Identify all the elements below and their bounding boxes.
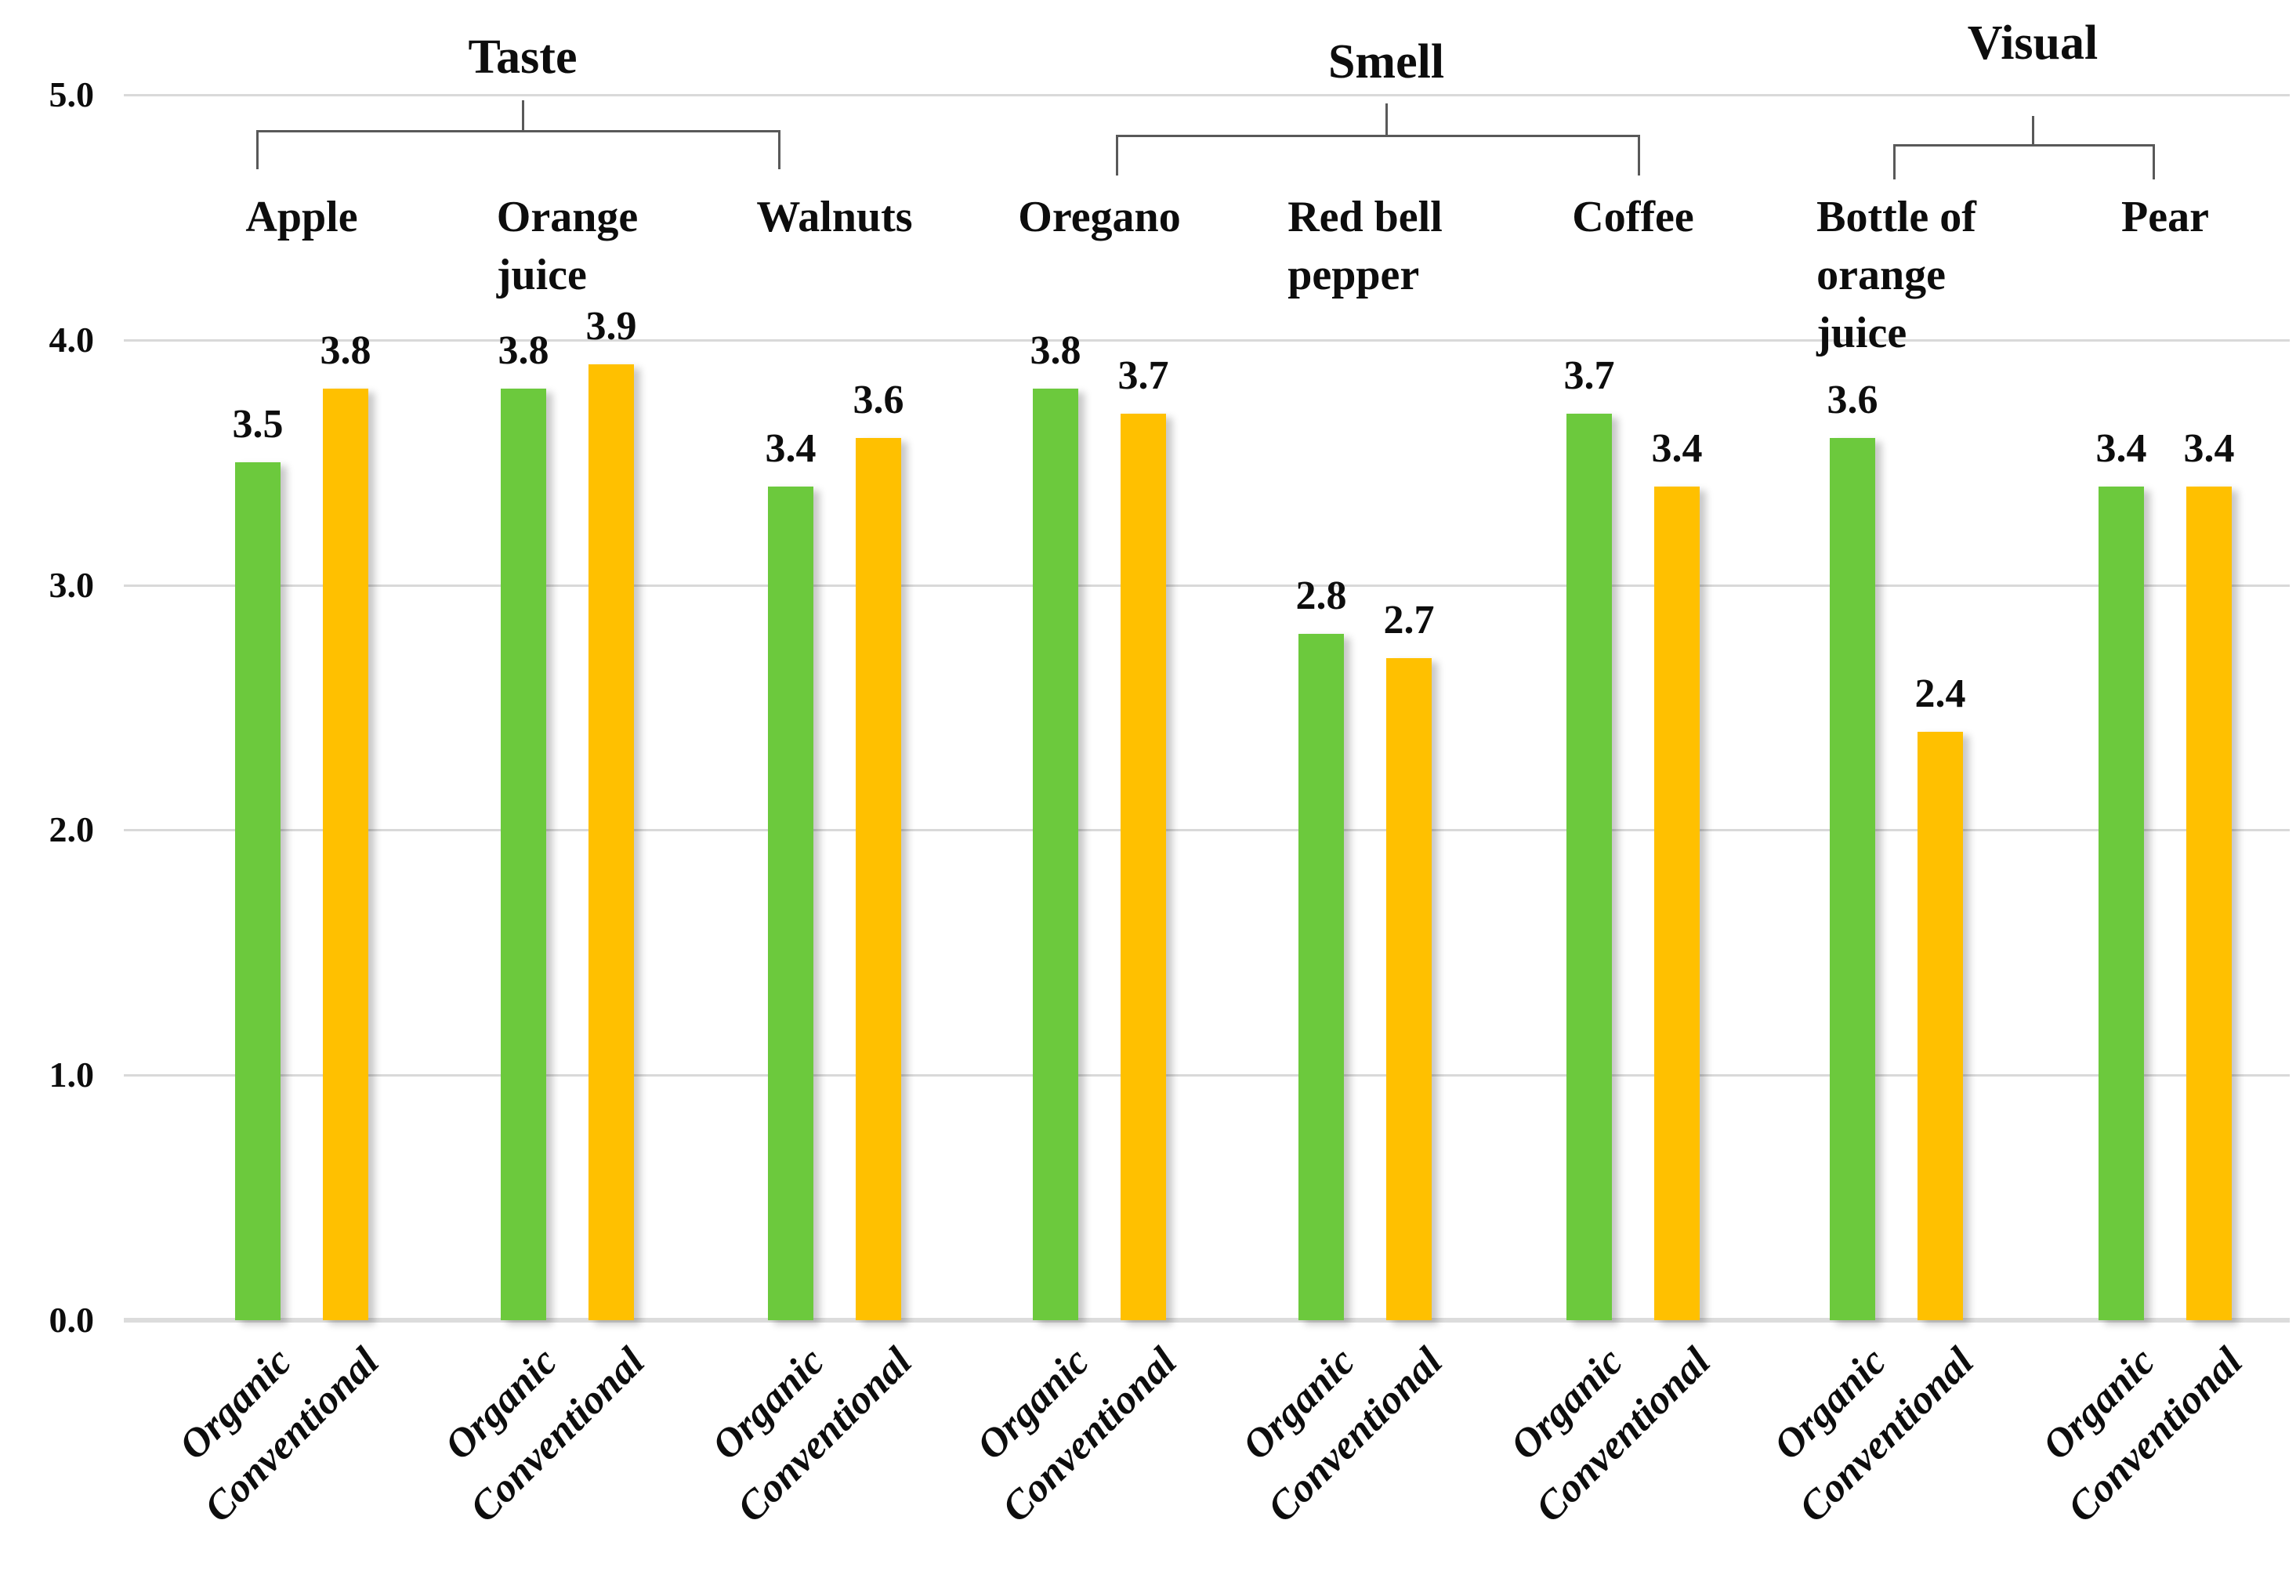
bar-conventional	[1918, 732, 1963, 1320]
bar-organic	[768, 487, 813, 1320]
bar-organic	[1033, 389, 1078, 1320]
category-label: Coffee	[1572, 193, 1694, 241]
bar-conventional	[1121, 414, 1166, 1320]
category-label: Walnuts	[756, 193, 913, 241]
bracket-left-tick	[1116, 135, 1118, 176]
gridline	[124, 584, 2290, 587]
category-label: Apple	[245, 193, 358, 241]
bracket-horizontal	[256, 130, 780, 132]
bracket-right-tick	[1638, 135, 1640, 176]
bar-value-label: 3.8	[1030, 328, 1081, 373]
gridline	[124, 1074, 2290, 1077]
category-label: Oregano	[1018, 193, 1181, 241]
bar-value-label: 3.5	[232, 402, 284, 447]
bar-value-label: 3.4	[2095, 426, 2147, 471]
bar-conventional	[1654, 487, 1700, 1320]
bar-value-label: 3.6	[853, 378, 904, 422]
bar-organic	[235, 462, 281, 1320]
bar-value-label: 3.4	[2183, 426, 2235, 471]
bracket-horizontal	[1116, 135, 1640, 137]
bar-value-label: 3.7	[1563, 353, 1615, 398]
y-tick-label: 4.0	[49, 320, 95, 360]
bar-value-label: 3.8	[498, 328, 549, 373]
bar-conventional	[856, 438, 901, 1320]
category-label: Pear	[2121, 193, 2209, 241]
bar-value-label: 3.8	[320, 328, 371, 373]
bar-value-label: 2.8	[1295, 574, 1347, 618]
bracket-mid-tick	[1385, 103, 1388, 137]
bracket-mid-tick	[522, 100, 524, 132]
bar-value-label: 2.4	[1914, 671, 1966, 716]
bar-conventional	[2186, 487, 2232, 1320]
bar-conventional	[588, 364, 634, 1320]
bar-organic	[1298, 634, 1344, 1320]
bar-value-label: 3.7	[1117, 353, 1169, 398]
category-label: Orange juice	[496, 193, 639, 299]
gridline	[124, 339, 2290, 342]
bar-value-label: 3.6	[1827, 378, 1878, 422]
bar-organic	[1566, 414, 1612, 1320]
y-tick-label: 1.0	[49, 1055, 95, 1095]
bracket-horizontal	[1893, 144, 2155, 147]
y-tick-label: 2.0	[49, 809, 95, 849]
bar-organic	[501, 389, 546, 1320]
bar-value-label: 3.9	[585, 304, 637, 349]
x-axis-line	[124, 1318, 2290, 1323]
bracket-left-tick	[1893, 144, 1896, 179]
bar-conventional	[1386, 658, 1432, 1320]
bracket-right-tick	[778, 130, 780, 169]
category-label: Red bell pepper	[1287, 193, 1443, 299]
bar-organic	[2099, 487, 2144, 1320]
y-tick-label: 3.0	[49, 565, 95, 605]
bracket-left-tick	[256, 130, 259, 169]
bar-organic	[1830, 438, 1875, 1320]
y-tick-label: 5.0	[49, 74, 95, 114]
bracket-right-tick	[2153, 144, 2155, 179]
group-title: Smell	[1327, 35, 1445, 89]
group-title: Taste	[468, 31, 578, 84]
category-label: Bottle of orange juice	[1816, 193, 1976, 357]
y-tick-label: 0.0	[49, 1300, 95, 1340]
bar-value-label: 3.4	[1651, 426, 1703, 471]
bracket-mid-tick	[2032, 116, 2034, 147]
bar-value-label: 3.4	[765, 426, 817, 471]
bar-value-label: 2.7	[1383, 598, 1435, 642]
bar-conventional	[323, 389, 368, 1320]
gridline	[124, 829, 2290, 831]
group-title: Visual	[1967, 16, 2099, 70]
gridline	[124, 94, 2290, 96]
